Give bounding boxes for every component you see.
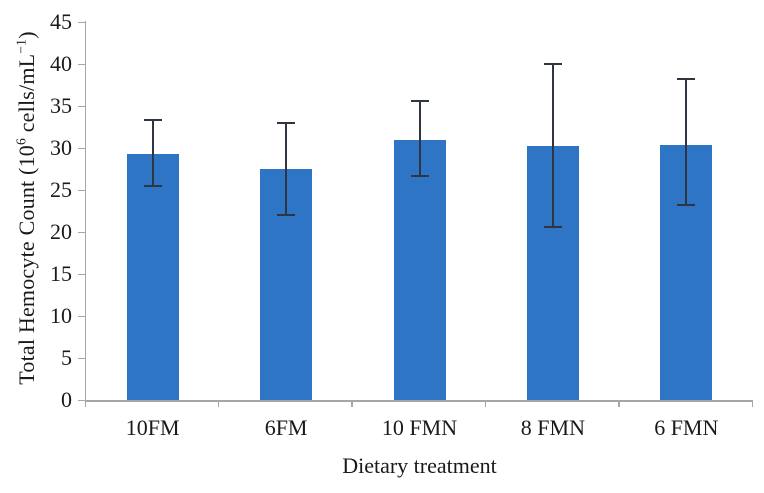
error-bar-cap-top <box>410 99 429 102</box>
x-tick-label: 8 FMN <box>520 415 585 440</box>
y-tick-label: 25 <box>50 177 72 202</box>
error-bar-line <box>151 120 154 186</box>
y-axis-tick <box>78 21 85 23</box>
y-tick-label: 20 <box>50 219 72 244</box>
error-bar-cap-top <box>277 121 296 124</box>
x-axis-tick <box>351 400 353 407</box>
error-bar-cap-top <box>543 63 562 65</box>
y-axis-tick <box>78 105 85 107</box>
x-axis-tick <box>217 400 220 407</box>
x-axis-tick <box>751 400 753 407</box>
y-axis-tick <box>78 315 85 317</box>
error-bar-cap-bottom <box>410 174 429 177</box>
y-axis-tick <box>78 63 85 65</box>
x-tick-label: 10FM <box>125 415 180 440</box>
error-bar-cap-bottom <box>277 214 296 217</box>
error-bar-cap-bottom <box>677 204 696 207</box>
bar <box>393 139 446 400</box>
x-axis-tick <box>84 400 86 407</box>
error-bar-line <box>418 100 421 176</box>
y-tick-label: 0 <box>61 387 72 412</box>
y-axis-tick <box>78 147 85 149</box>
error-bar-line <box>685 79 688 206</box>
error-bar-line <box>551 64 554 227</box>
x-tick-label: 10 FMN <box>381 415 458 440</box>
y-tick-label: 15 <box>50 261 72 286</box>
error-bar-line <box>285 122 288 216</box>
y-axis-line <box>84 21 86 400</box>
x-axis-line <box>84 400 753 402</box>
x-tick-label: 6 FMN <box>654 415 719 440</box>
y-axis-tick <box>78 231 85 233</box>
error-bar-cap-top <box>677 78 696 81</box>
y-axis-tick <box>78 399 85 401</box>
y-axis-tick <box>78 189 85 191</box>
bar <box>126 153 179 400</box>
x-axis-tick <box>618 400 620 407</box>
y-axis-tick <box>78 357 85 359</box>
y-axis-title-superscript-exponent: −1 <box>13 38 29 54</box>
error-bar-cap-top <box>143 119 162 122</box>
y-axis-title: Total Hemocyte Count (106 cells/mL−1) <box>14 31 40 384</box>
y-tick-label: 40 <box>50 51 72 76</box>
x-axis-tick <box>484 400 487 407</box>
x-axis-title: Dietary treatment <box>342 453 497 478</box>
error-bar-cap-bottom <box>143 184 162 187</box>
y-tick-label: 30 <box>50 135 72 160</box>
y-tick-label: 45 <box>50 9 72 34</box>
x-tick-label: 6FM <box>264 415 308 440</box>
error-bar-cap-bottom <box>543 225 562 228</box>
y-axis-tick <box>78 273 85 275</box>
y-tick-label: 5 <box>61 345 72 370</box>
y-tick-label: 35 <box>50 93 72 118</box>
y-tick-label: 10 <box>50 303 72 328</box>
